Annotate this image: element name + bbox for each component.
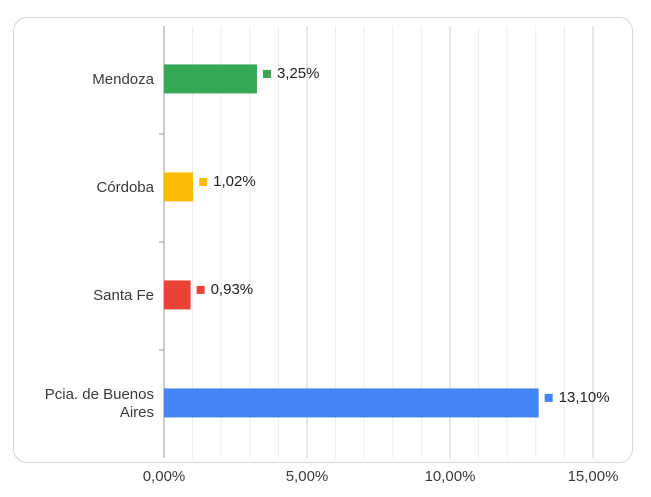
category-label-4: Pcia. de Buenos Aires [45, 386, 154, 421]
category-label-line: Aires [120, 404, 154, 421]
data-label-2: 1,02% [213, 173, 256, 190]
category-label-line: Córdoba [96, 179, 154, 196]
x-tick-label: 0,00% [143, 468, 186, 485]
data-label-key-2 [199, 177, 208, 186]
category-label-line: Mendoza [92, 71, 154, 88]
data-label-key-4 [544, 393, 553, 402]
category-label-line: Santa Fe [93, 287, 154, 304]
category-label-2: Córdoba [96, 179, 154, 196]
data-label-key-1 [262, 69, 271, 78]
data-label-3: 0,93% [211, 281, 254, 298]
x-tick-label: 10,00% [425, 468, 476, 485]
data-label-key-3 [196, 285, 205, 294]
category-label-1: Mendoza [92, 71, 154, 88]
data-label-4: 13,10% [559, 389, 610, 406]
data-label-1: 3,25% [277, 65, 320, 82]
bar-2 [164, 172, 194, 202]
bar-1 [164, 64, 257, 94]
category-label-3: Santa Fe [93, 287, 154, 304]
category-label-line: Pcia. de Buenos [45, 386, 154, 403]
x-tick-label: 15,00% [568, 468, 619, 485]
bar-4 [164, 388, 539, 418]
x-tick-label: 5,00% [286, 468, 329, 485]
bar-3 [164, 280, 191, 310]
